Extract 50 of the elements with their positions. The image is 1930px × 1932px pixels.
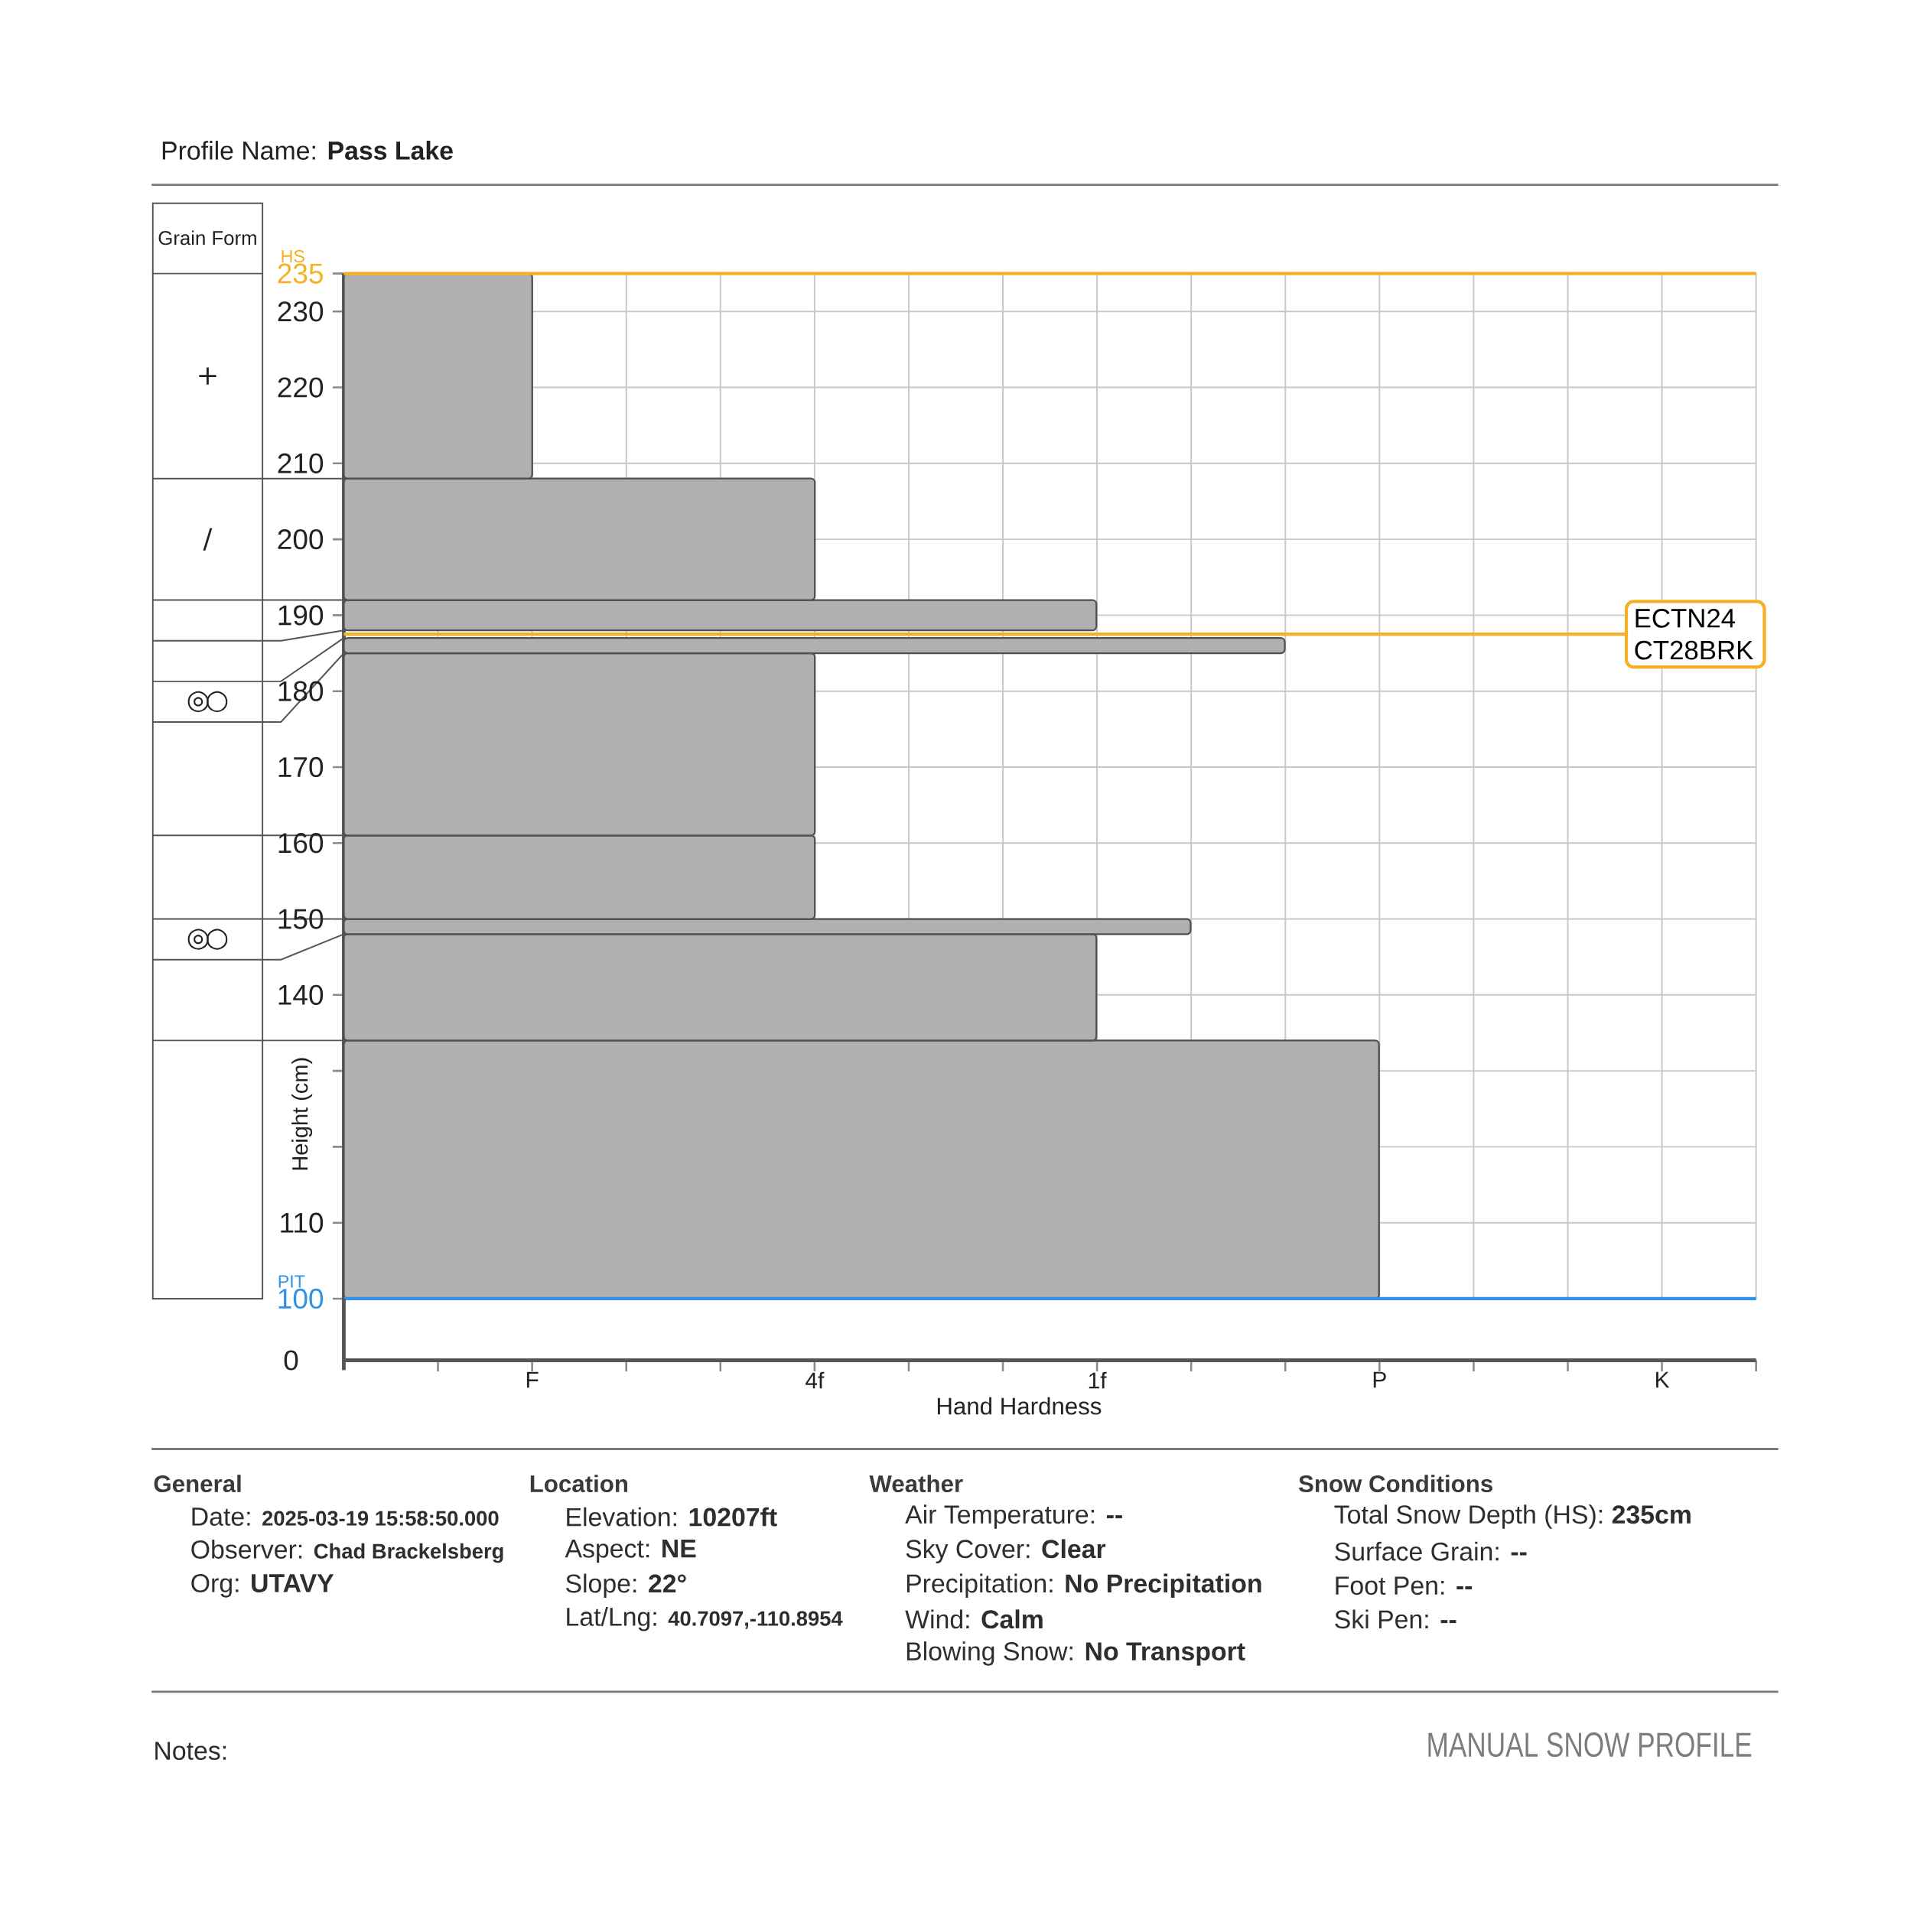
text: Aspect: NE: [565, 1540, 696, 1563]
text: ◎○: [187, 929, 228, 950]
text: Ski Pen: --: [1335, 1609, 1456, 1629]
text: Foot Pen: --: [1336, 1576, 1473, 1595]
text: Surface Grain: --: [1335, 1541, 1527, 1561]
text: Wind: Calm: [905, 1609, 1043, 1629]
text: Elevation: 10207ft: [567, 1507, 777, 1527]
text: F: [527, 1371, 539, 1388]
chart-title: Profile Name: Pass Lake: [162, 141, 453, 160]
text: P: [1373, 1371, 1386, 1388]
text: Blowing Snow: No Transport: [907, 1641, 1245, 1666]
text: Lat/Lng: 40.7097,-110.8954: [567, 1607, 843, 1631]
text: General: [154, 1475, 241, 1493]
text: 0: [284, 1350, 298, 1371]
ref-line-label: HS: [282, 249, 304, 263]
text: 4f: [806, 1371, 825, 1389]
text: +: [199, 367, 216, 385]
text: Grain Form: [158, 230, 256, 246]
y-axis-title: Height (cm): [291, 1058, 313, 1170]
ref-line-label: PIT: [278, 1275, 305, 1288]
text: Observer: Chad Brackelsberg: [191, 1540, 503, 1563]
text: K: [1656, 1371, 1670, 1388]
y-tick-label: 110: [281, 1212, 324, 1233]
y-tick-label: 140: [278, 984, 324, 1005]
y-tick-label: 210: [278, 453, 324, 473]
text: Slope: 22°: [566, 1573, 686, 1599]
y-tick-label: 200: [278, 529, 324, 550]
text: MANUAL SNOW PROFILE: [1428, 1732, 1752, 1758]
y-tick-label: 230: [278, 301, 324, 322]
y-tick-label: 170: [278, 756, 324, 778]
ref-line-label: ECTN24 CT28BRK: [1635, 609, 1754, 660]
text: Notes:: [155, 1742, 226, 1761]
text: Location: [530, 1475, 628, 1493]
text: Date: 2025-03-19 15:58:50.000: [192, 1508, 499, 1526]
x-axis-title: Hand Hardness: [938, 1397, 1102, 1415]
text: Air Temperature: --: [905, 1504, 1122, 1529]
text: ◎○: [187, 691, 228, 713]
y-tick-label: 190: [278, 605, 324, 626]
text: Snow Conditions: [1299, 1475, 1493, 1493]
y-tick-label: 160: [278, 833, 324, 854]
text: 1f: [1089, 1371, 1107, 1389]
text: Precipitation: No Precipitation: [907, 1573, 1261, 1599]
y-tick-label: 220: [278, 377, 324, 398]
text: /: [203, 528, 213, 551]
text: Org: UTAVY: [191, 1574, 334, 1598]
y-tick-label: 100: [278, 1288, 324, 1309]
text: Total Snow Depth (HS): 235cm: [1334, 1504, 1691, 1529]
text: Sky Cover: Clear: [906, 1539, 1106, 1563]
text: Weather: [869, 1475, 963, 1493]
y-tick-label: 235: [278, 263, 324, 284]
